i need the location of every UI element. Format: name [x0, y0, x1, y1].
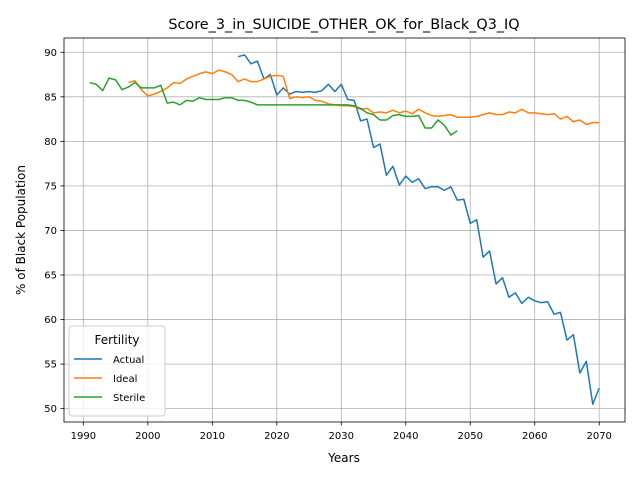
x-tick-label: 2070 [586, 431, 611, 442]
y-tick-label: 90 [44, 48, 57, 59]
x-tick-label: 2030 [329, 431, 354, 442]
y-tick-label: 70 [44, 226, 57, 237]
series-lines [89, 54, 600, 405]
x-tick-label: 2000 [135, 431, 160, 442]
x-tick-label: 2010 [200, 431, 225, 442]
x-tick-label: 1990 [71, 431, 96, 442]
y-tick-label: 55 [44, 360, 57, 371]
y-axis-label: % of Black Population [14, 165, 28, 295]
y-tick-label: 85 [44, 92, 57, 103]
y-tick-label: 65 [44, 271, 57, 282]
legend-label-actual: Actual [113, 355, 144, 366]
plot-area-frame [63, 37, 626, 423]
x-tick-label: 2060 [522, 431, 547, 442]
legend-title: Fertility [94, 333, 139, 347]
series-line-sterile [89, 77, 458, 136]
legend-label-sterile: Sterile [113, 393, 145, 404]
x-tick-label: 2020 [264, 431, 289, 442]
chart-title: Score_3_in_SUICIDE_OTHER_OK_for_Black_Q3… [168, 17, 519, 33]
x-axis-ticks: 1990 2000 2010 2020 2030 2040 2050 2060 2070 [71, 422, 612, 442]
legend-label-ideal: Ideal [113, 374, 137, 385]
series-line-actual [237, 54, 600, 405]
x-tick-label: 2050 [458, 431, 483, 442]
legend-box [68, 325, 166, 417]
x-tick-label: 2040 [393, 431, 418, 442]
x-axis-label: Years [327, 451, 360, 465]
legend: Fertility Actual Ideal Sterile [68, 325, 166, 417]
series-line-ideal [128, 69, 600, 126]
y-tick-label: 50 [44, 404, 57, 415]
y-tick-label: 75 [44, 181, 57, 192]
y-tick-label: 80 [44, 137, 57, 148]
grid-lines [64, 38, 625, 422]
y-tick-label: 60 [44, 315, 57, 326]
y-axis-ticks: 50 55 60 65 70 75 80 85 90 [44, 48, 64, 415]
